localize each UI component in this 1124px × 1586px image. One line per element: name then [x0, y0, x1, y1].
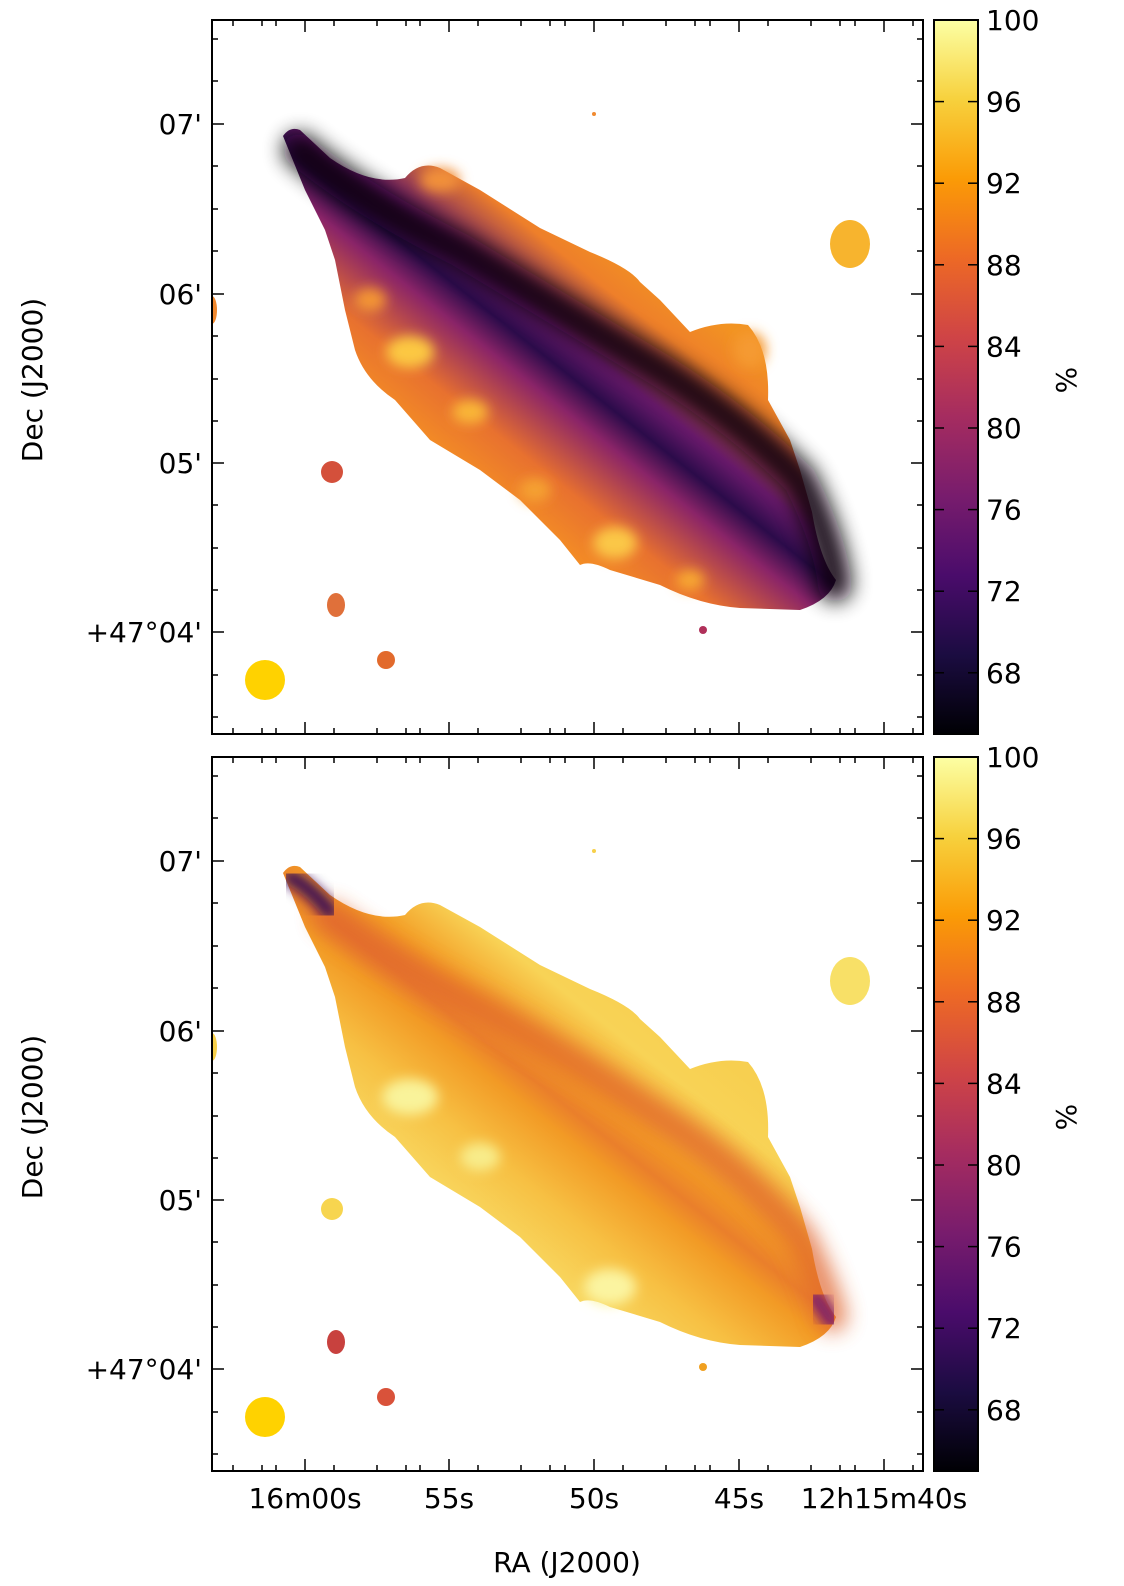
- top-axis-ticks: [212, 20, 923, 734]
- bottom-axis-ticks: [212, 757, 923, 1471]
- colorbar-tick-label: 80: [986, 1149, 1022, 1182]
- top-bright-knots: [354, 168, 766, 590]
- top-source-edge: [212, 296, 217, 324]
- top-y-tick-labels: 07' 06' 05' +47°04': [86, 108, 202, 649]
- bottom-map: [212, 849, 870, 1437]
- x-tick-label: 55s: [424, 1482, 474, 1515]
- y-tick-label: 05': [159, 1184, 202, 1217]
- bottom-colorbar: [933, 756, 979, 1472]
- bottom-colorbar-label: %: [1050, 1104, 1083, 1131]
- x-tick-label: 12h15m40s: [801, 1482, 968, 1515]
- colorbar-tick-label: 96: [986, 86, 1022, 119]
- bottom-source-sw: [377, 1388, 395, 1406]
- colorbar-tick-label: 68: [986, 657, 1022, 690]
- top-axes-frame: [211, 19, 924, 735]
- x-tick-label: 45s: [714, 1482, 764, 1515]
- top-panel: 07' 06' 05' +47°04' Dec (J2000) 100 96 92 88 84…: [16, 4, 1083, 735]
- top-source-w2: [327, 593, 345, 617]
- bottom-y-axis-label: Dec (J2000): [16, 1035, 49, 1199]
- top-map: [212, 112, 870, 700]
- y-tick-label: 05': [159, 447, 202, 480]
- x-tick-label: 50s: [569, 1482, 619, 1515]
- bottom-beam: [245, 1397, 285, 1437]
- top-colorbar-ticks: 100 96 92 88 84 80 76 72 68: [934, 4, 1039, 690]
- bottom-source-w1: [321, 1198, 343, 1220]
- colorbar-tick-label: 84: [986, 1067, 1022, 1100]
- colorbar-tick-label: 88: [986, 986, 1022, 1019]
- top-source-w1: [321, 461, 343, 483]
- y-tick-label: 07': [159, 845, 202, 878]
- top-y-axis-label: Dec (J2000): [16, 298, 49, 462]
- top-colorbar-label: %: [1050, 367, 1083, 394]
- colorbar-tick-label: 96: [986, 823, 1022, 856]
- top-source-ne: [830, 220, 870, 268]
- bottom-bright-knots: [382, 1079, 636, 1305]
- top-galaxy-disk: [283, 128, 836, 610]
- top-beam: [245, 660, 285, 700]
- colorbar-tick-label: 92: [986, 167, 1022, 200]
- bottom-panel: 07' 06' 05' +47°04' 16m00s 55s 50s 45s 12h15m40…: [16, 741, 1083, 1579]
- colorbar-tick-label: 72: [986, 1312, 1022, 1345]
- bottom-source-edge: [212, 1033, 217, 1061]
- bottom-x-tick-labels: 16m00s 55s 50s 45s 12h15m40s: [248, 1482, 967, 1515]
- top-colorbar: [933, 19, 979, 735]
- colorbar-tick-label: 100: [986, 4, 1039, 37]
- colorbar-tick-label: 72: [986, 575, 1022, 608]
- colorbar-tick-label: 76: [986, 1231, 1022, 1264]
- bottom-y-tick-labels: 07' 06' 05' +47°04': [86, 845, 202, 1386]
- bottom-axes-frame: [211, 756, 924, 1472]
- bottom-colorbar-ticks: 100 96 92 88 84 80 76 72 68: [934, 741, 1039, 1427]
- colorbar-tick-label: 84: [986, 330, 1022, 363]
- colorbar-tick-label: 88: [986, 249, 1022, 282]
- colorbar-tick-label: 92: [986, 904, 1022, 937]
- y-tick-label: 07': [159, 108, 202, 141]
- colorbar-tick-label: 76: [986, 494, 1022, 527]
- bottom-southeast-tip: [807, 1289, 840, 1330]
- bottom-source-s: [699, 1363, 707, 1371]
- bottom-source-w2: [327, 1330, 345, 1354]
- bottom-northwest-tip: [282, 869, 338, 920]
- y-tick-label: 06': [159, 1015, 202, 1048]
- colorbar-tick-label: 68: [986, 1394, 1022, 1427]
- top-source-s: [699, 626, 707, 634]
- x-axis-label: RA (J2000): [493, 1546, 641, 1579]
- bottom-dust-lane: [315, 902, 847, 1332]
- bottom-source-n: [592, 849, 596, 853]
- colorbar-tick-label: 80: [986, 412, 1022, 445]
- top-source-sw: [377, 651, 395, 669]
- y-tick-label: +47°04': [86, 616, 202, 649]
- x-tick-label: 16m00s: [248, 1482, 361, 1515]
- y-tick-label: +47°04': [86, 1353, 202, 1386]
- colorbar-tick-label: 100: [986, 741, 1039, 774]
- y-tick-label: 06': [159, 278, 202, 311]
- top-dust-lane: [283, 133, 852, 602]
- top-source-n: [592, 112, 596, 116]
- bottom-source-ne: [830, 957, 870, 1005]
